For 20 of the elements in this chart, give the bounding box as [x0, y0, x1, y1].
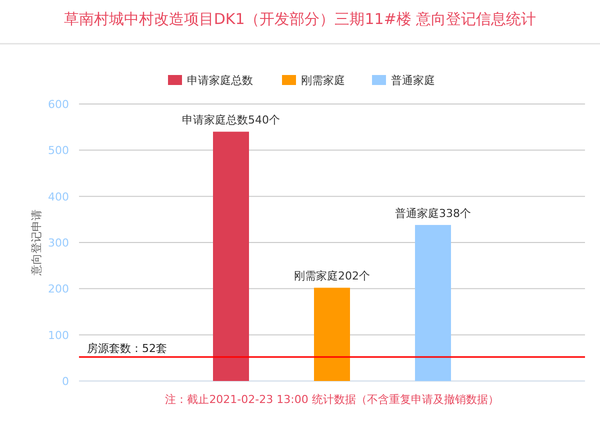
y-tick-label: 100 — [48, 328, 69, 342]
data-label: 刚需家庭202个 — [294, 270, 370, 283]
y-tick-label: 400 — [48, 190, 69, 204]
data-label: 申请家庭总数540个 — [182, 114, 280, 127]
y-axis-title: 意向登记申请 — [30, 210, 43, 276]
bar — [213, 132, 249, 381]
legend-label: 申请家庭总数 — [187, 74, 253, 87]
y-tick-label: 0 — [62, 375, 69, 388]
bar — [314, 288, 350, 381]
chart-title: 草南村城中村改造项目DK1（开发部分）三期11#楼 意向登记信息统计 — [64, 10, 536, 28]
data-label: 普通家庭338个 — [395, 206, 471, 220]
y-tick-label: 300 — [48, 236, 69, 250]
y-tick-label: 500 — [48, 144, 69, 158]
bar — [415, 224, 451, 381]
y-tick-label: 600 — [48, 98, 69, 111]
legend-label: 普通家庭 — [391, 74, 435, 87]
legend-label: 刚需家庭 — [301, 74, 345, 87]
text: 注：截止2021-02-23 13:00 统计数据（不含重复申请及撤销数据） — [165, 393, 499, 406]
y-tick-label: 200 — [48, 282, 69, 296]
ref-line-label: 房源套数：52套 — [87, 342, 167, 355]
